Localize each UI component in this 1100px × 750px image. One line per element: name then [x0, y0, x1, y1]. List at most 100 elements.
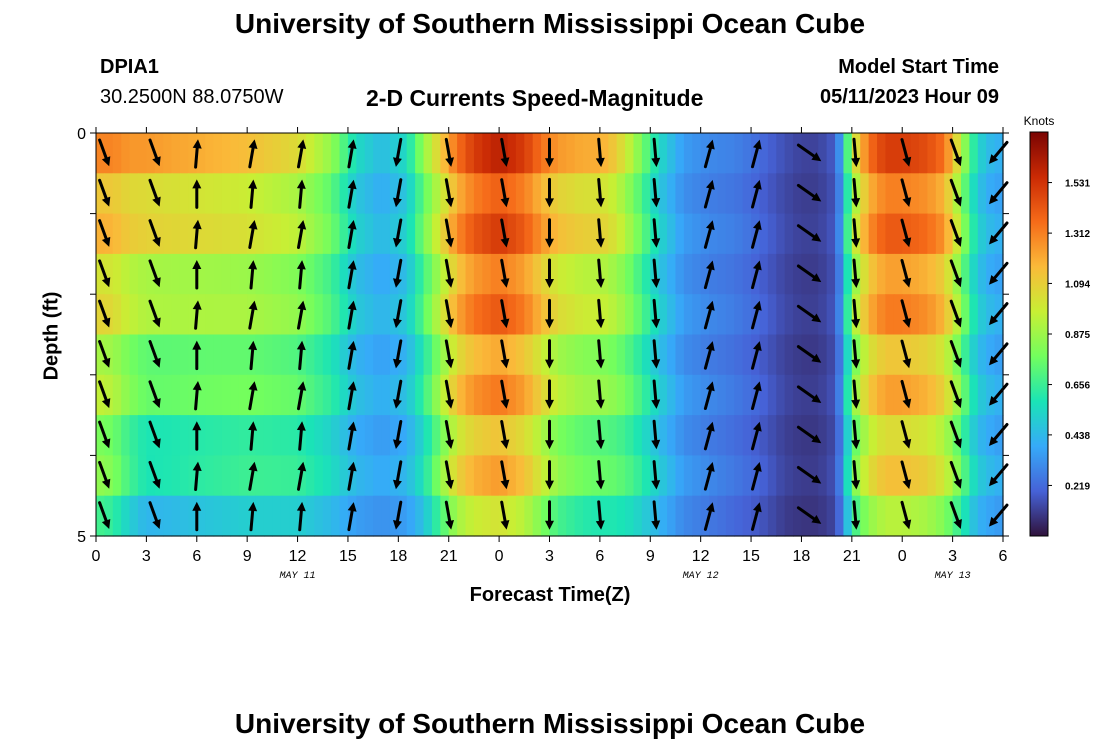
heatmap-cell — [163, 213, 173, 255]
heatmap-cell — [658, 253, 668, 295]
heatmap-cell — [910, 415, 920, 456]
current-vector — [393, 258, 403, 288]
heatmap-cell — [482, 374, 492, 416]
heatmap-cell — [801, 173, 811, 215]
heatmap-cell — [566, 455, 576, 497]
heatmap-cell — [919, 334, 929, 376]
current-vector — [297, 300, 307, 330]
x-tick-label: 3 — [948, 548, 957, 565]
heatmap-cell — [431, 213, 441, 255]
heatmap-cell — [137, 253, 147, 295]
heatmap-cell — [801, 415, 811, 456]
axes: 0 3 6 9 12 15 18 21 0 3 6 9 12 15 18 21 0 3 6 MAY 11 MAY 12 M… — [77, 126, 1009, 582]
current-vector — [989, 342, 1009, 366]
heatmap-cell — [709, 133, 719, 174]
heatmap-cell — [885, 455, 895, 497]
heatmap-cell — [809, 455, 819, 497]
heatmap-cell — [188, 495, 198, 537]
heatmap-cell — [146, 455, 156, 497]
heatmap-cell — [230, 213, 240, 255]
heatmap-cell — [373, 173, 383, 215]
heatmap-cell — [465, 334, 475, 376]
current-vector — [703, 260, 715, 290]
current-vector — [192, 461, 202, 491]
heatmap-cell — [507, 294, 517, 336]
heatmap-cell — [112, 334, 122, 376]
heatmap-cell — [885, 173, 895, 215]
heatmap-cell — [305, 213, 315, 255]
current-vector — [192, 260, 202, 290]
heatmap-cell — [305, 495, 315, 537]
heatmap-cell — [541, 455, 551, 497]
heatmap-cell — [322, 374, 332, 416]
heatmap-cell — [969, 455, 979, 497]
heatmap-cell — [868, 294, 878, 336]
page-title: University of Southern Mississippi Ocean… — [234, 8, 866, 39]
heatmap-cell — [935, 133, 945, 174]
heatmap-cell — [373, 253, 383, 295]
heatmap-cell — [490, 213, 500, 255]
current-vector — [500, 218, 510, 248]
x-tick-label: 15 — [339, 548, 357, 565]
heatmap-cell — [574, 334, 584, 376]
heatmap-cell — [784, 294, 794, 336]
heatmap-cell — [423, 253, 433, 295]
heatmap-cell — [398, 374, 408, 416]
heatmap-cell — [431, 374, 441, 416]
heatmap-cell — [238, 334, 248, 376]
heatmap-cell — [725, 133, 735, 174]
current-vector — [989, 503, 1009, 527]
heatmap-cell — [759, 173, 769, 215]
heatmap-cell — [633, 213, 643, 255]
heatmap-cell — [196, 294, 206, 336]
current-vector — [651, 298, 661, 329]
heatmap-cell — [507, 253, 517, 295]
heatmap-cell — [767, 294, 777, 336]
heatmap-cell — [893, 374, 903, 416]
heatmap-cell — [793, 495, 803, 537]
heatmap-cell — [599, 415, 609, 456]
heatmap-cell — [742, 133, 752, 174]
heatmap-cell — [977, 133, 987, 174]
heatmap-cell — [541, 213, 551, 255]
heatmap-cell — [927, 455, 937, 497]
x-tick-label: 3 — [142, 548, 151, 565]
heatmap-cell — [658, 173, 668, 215]
heatmap-cell — [373, 374, 383, 416]
heatmap-cell — [616, 334, 626, 376]
current-vector — [796, 425, 822, 444]
heatmap-cell — [96, 173, 105, 215]
heatmap-cell — [389, 374, 399, 416]
heatmap-cell — [742, 294, 752, 336]
heatmap-cell — [683, 294, 693, 336]
heatmap-cell — [112, 374, 122, 416]
current-vector — [703, 300, 715, 330]
heatmap-cell — [683, 334, 693, 376]
current-vector — [900, 420, 912, 449]
heatmap-cell — [725, 455, 735, 497]
heatmap-cell — [885, 294, 895, 336]
heatmap-cell — [835, 455, 845, 497]
heatmap-cell — [868, 334, 878, 376]
heatmap-cell — [717, 133, 727, 174]
heatmap-cell — [557, 213, 567, 255]
heatmap-cell — [986, 415, 996, 456]
current-vector — [444, 339, 454, 369]
heatmap-cell — [877, 294, 887, 336]
heatmap-cell — [977, 334, 987, 376]
heatmap-cell — [112, 253, 122, 295]
heatmap-cell — [263, 495, 273, 537]
current-vector — [949, 501, 962, 529]
heatmap-cell — [667, 173, 677, 215]
current-vector — [500, 137, 510, 167]
heatmap-cell — [801, 133, 811, 174]
heatmap-cell — [490, 173, 500, 215]
heatmap-cell — [625, 334, 635, 376]
heatmap-cell — [179, 173, 189, 215]
heatmap-cell — [364, 415, 374, 456]
heatmap-cell — [725, 374, 735, 416]
heatmap-cell — [826, 213, 836, 255]
heatmap-cell — [196, 495, 206, 537]
heatmap-cell — [683, 415, 693, 456]
heatmap-cell — [230, 495, 240, 537]
